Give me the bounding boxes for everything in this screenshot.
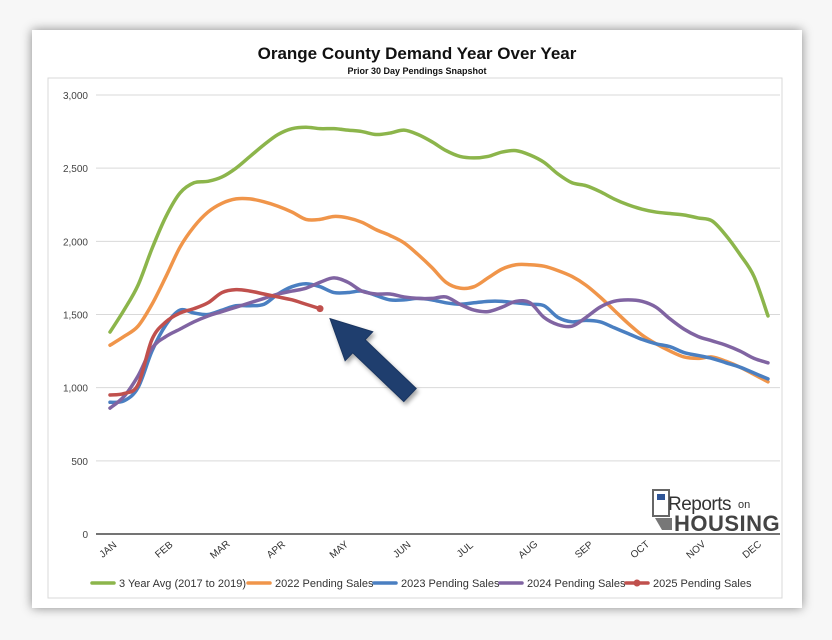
logo-on-text: on	[738, 499, 750, 511]
x-tick-label: MAY	[328, 539, 351, 561]
y-tick-label: 2,000	[63, 237, 88, 248]
plot-area	[47, 77, 783, 599]
legend: 3 Year Avg (2017 to 2019) 2022 Pending Sa…	[90, 578, 752, 590]
series-line-2024-pending-sales	[108, 276, 770, 410]
y-axis: 0 500 1,000 1,500 2,000 2,500 3,000	[63, 91, 88, 541]
x-tick-label: APR	[265, 539, 288, 561]
x-tick-label: DEC	[741, 539, 764, 561]
x-tick-label: JUN	[391, 540, 413, 561]
reports-on-housing-logo: Reports on HOUSING	[652, 489, 780, 536]
chart-subtitle: Prior 30 Day Pendings Snapshot	[347, 66, 487, 76]
x-tick-label: JUL	[455, 540, 476, 560]
x-axis: JAN FEB MAR APR MAY JUN JUL AUG SEP OCT NOV DEC	[98, 539, 764, 562]
logo-icon	[652, 489, 672, 530]
y-tick-label: 2,500	[63, 164, 88, 175]
series-line-2025-pending-sales	[108, 287, 322, 397]
x-tick-label: MAR	[208, 539, 232, 562]
x-tick-label: AUG	[517, 539, 541, 561]
x-tick-label: FEB	[153, 539, 175, 560]
legend-marker	[633, 579, 641, 587]
legend-label: 2023 Pending Sales	[401, 578, 500, 590]
y-tick-label: 3,000	[63, 91, 88, 102]
x-tick-label: OCT	[629, 539, 652, 561]
logo-reports-text: Reports	[668, 494, 731, 515]
x-tick-label: NOV	[685, 539, 709, 562]
arrow-shape	[329, 317, 417, 403]
legend-label: 2022 Pending Sales	[275, 578, 374, 590]
x-tick-label: JAN	[98, 540, 120, 561]
legend-label: 2024 Pending Sales	[527, 578, 626, 590]
y-tick-label: 500	[71, 457, 88, 468]
x-tick-label: SEP	[573, 539, 596, 561]
series-line-2022-pending-sales	[108, 196, 770, 384]
arrow-annotation	[329, 317, 417, 403]
legend-label: 3 Year Avg (2017 to 2019)	[119, 578, 246, 590]
legend-label: 2025 Pending Sales	[653, 578, 752, 590]
chart-frame: Orange County Demand Year Over Year Prio…	[32, 30, 802, 608]
logo-housing-text: HOUSING	[674, 511, 780, 536]
series-line-3-year-avg-2017-to-2019	[108, 125, 770, 334]
y-tick-label: 1,000	[63, 384, 88, 395]
y-tick-label: 0	[82, 530, 88, 541]
chart-title: Orange County Demand Year Over Year	[257, 44, 577, 63]
y-tick-label: 1,500	[63, 311, 88, 322]
series-end-marker	[316, 305, 324, 313]
series-group	[108, 125, 770, 410]
